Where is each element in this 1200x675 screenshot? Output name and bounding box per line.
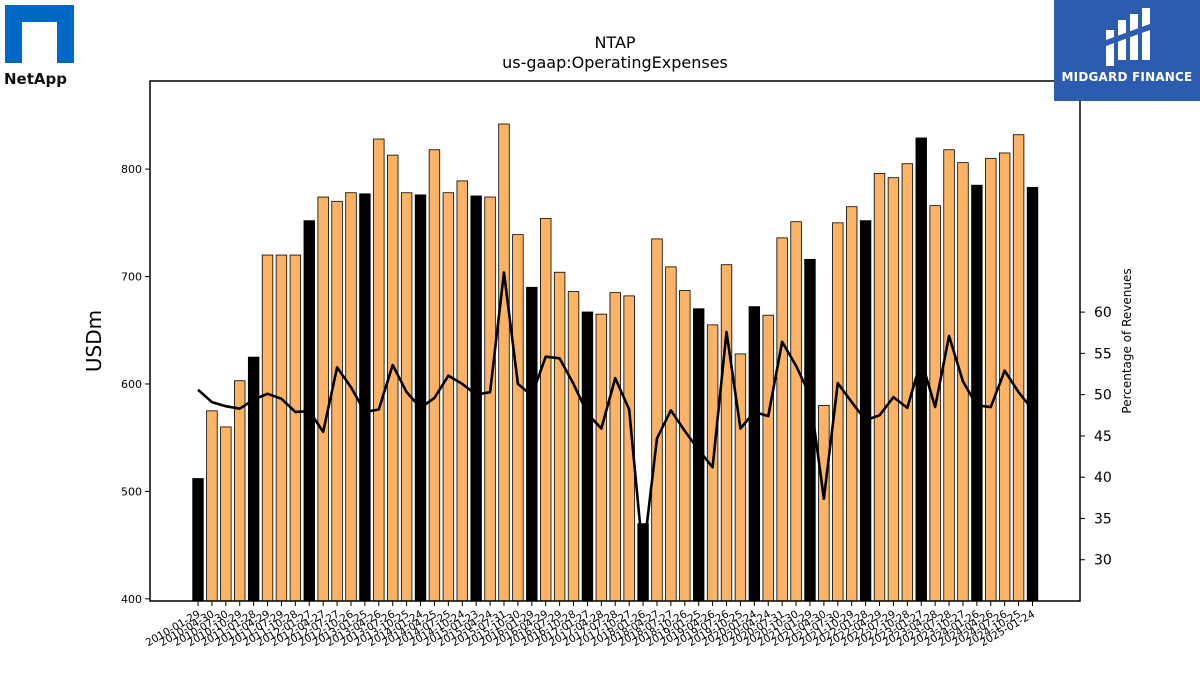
line-layer [197, 271, 1034, 558]
bar-quarter [428, 149, 441, 602]
y-axis-left: 400 500 600 700 800 [121, 163, 150, 606]
bar-quarter [345, 192, 357, 602]
midgard-wordmark: MIDGARD FINANCE [1061, 70, 1193, 84]
y-axis-right: 30 35 40 45 50 55 60 [1080, 305, 1112, 569]
bar-quarter [220, 426, 232, 602]
midgard-finance-logo: MIDGARD FINANCE [1054, 0, 1200, 101]
x-axis: 2010-01-292010-04-302010-07-302010-10-29… [144, 601, 1037, 649]
bar-annual [581, 311, 594, 602]
bar-quarter [234, 380, 246, 602]
netapp-logo: NetApp [0, 0, 90, 95]
bar-quarter [275, 254, 288, 602]
bar-quarter [498, 123, 510, 602]
y2-tick-label: 45 [1094, 429, 1112, 445]
bar-quarter [720, 264, 733, 602]
bar-annual [470, 195, 482, 602]
y-axis-label: USDm [82, 310, 106, 372]
bar-quarter [317, 196, 329, 602]
bar-quarter [442, 192, 455, 602]
bar-quarter [289, 254, 302, 602]
y-tick-label: 500 [121, 485, 142, 498]
bar-quarter [901, 163, 914, 602]
y2-tick-label: 30 [1094, 553, 1112, 569]
bar-quarter [665, 266, 677, 602]
y2-tick-label: 35 [1094, 511, 1112, 527]
y-tick-label: 400 [121, 593, 142, 606]
bar-quarter [762, 314, 774, 602]
bar-quarter [887, 177, 900, 602]
bar-quarter [540, 218, 552, 602]
bar-quarter [651, 238, 663, 602]
y2-tick-label: 40 [1094, 470, 1112, 486]
bar-quarter [985, 157, 997, 602]
bar-quarter [595, 313, 608, 602]
y2-tick-label: 60 [1094, 305, 1112, 321]
percentage-line [197, 271, 1034, 558]
netapp-mark-icon [5, 5, 74, 63]
bar-quarter [484, 196, 496, 602]
bars-layer [192, 123, 1039, 602]
y2-tick-label: 55 [1094, 346, 1112, 362]
bar-quarter [567, 291, 580, 602]
y2-axis-label: Percentage of Revenues [1120, 268, 1134, 413]
bar-quarter [373, 138, 385, 602]
bar-quarter [553, 271, 566, 602]
bar-annual [526, 286, 538, 602]
bar-quarter [456, 180, 468, 602]
bar-annual [971, 184, 983, 602]
bar-quarter [734, 353, 747, 602]
bar-quarter [609, 292, 621, 602]
y-tick-label: 600 [121, 378, 142, 391]
y-tick-label: 700 [121, 271, 142, 284]
y2-tick-label: 50 [1094, 388, 1112, 404]
bar-quarter [873, 172, 886, 602]
bar-quarter [1012, 134, 1025, 602]
bar-quarter [776, 237, 788, 602]
bar-annual [859, 220, 872, 602]
bar-annual [414, 194, 427, 602]
bar-quarter [790, 221, 802, 602]
bar-quarter [943, 149, 955, 602]
bar-annual [748, 306, 761, 602]
y-tick-label: 800 [121, 163, 142, 176]
bar-quarter [331, 200, 343, 602]
bar-quarter [206, 410, 218, 602]
chart-title: NTAP [594, 33, 635, 52]
midgard-mark-icon [1106, 8, 1150, 66]
bar-quarter [679, 290, 691, 602]
bar-annual [192, 478, 204, 602]
bar-quarter [818, 405, 830, 602]
bar-annual [247, 356, 260, 602]
bar-quarter [261, 254, 274, 602]
bar-annual [1026, 186, 1039, 602]
bar-quarter [512, 234, 524, 602]
chart-subtitle: us-gaap:OperatingExpenses [502, 53, 728, 72]
netapp-wordmark: NetApp [4, 70, 67, 88]
bar-annual [359, 193, 371, 602]
